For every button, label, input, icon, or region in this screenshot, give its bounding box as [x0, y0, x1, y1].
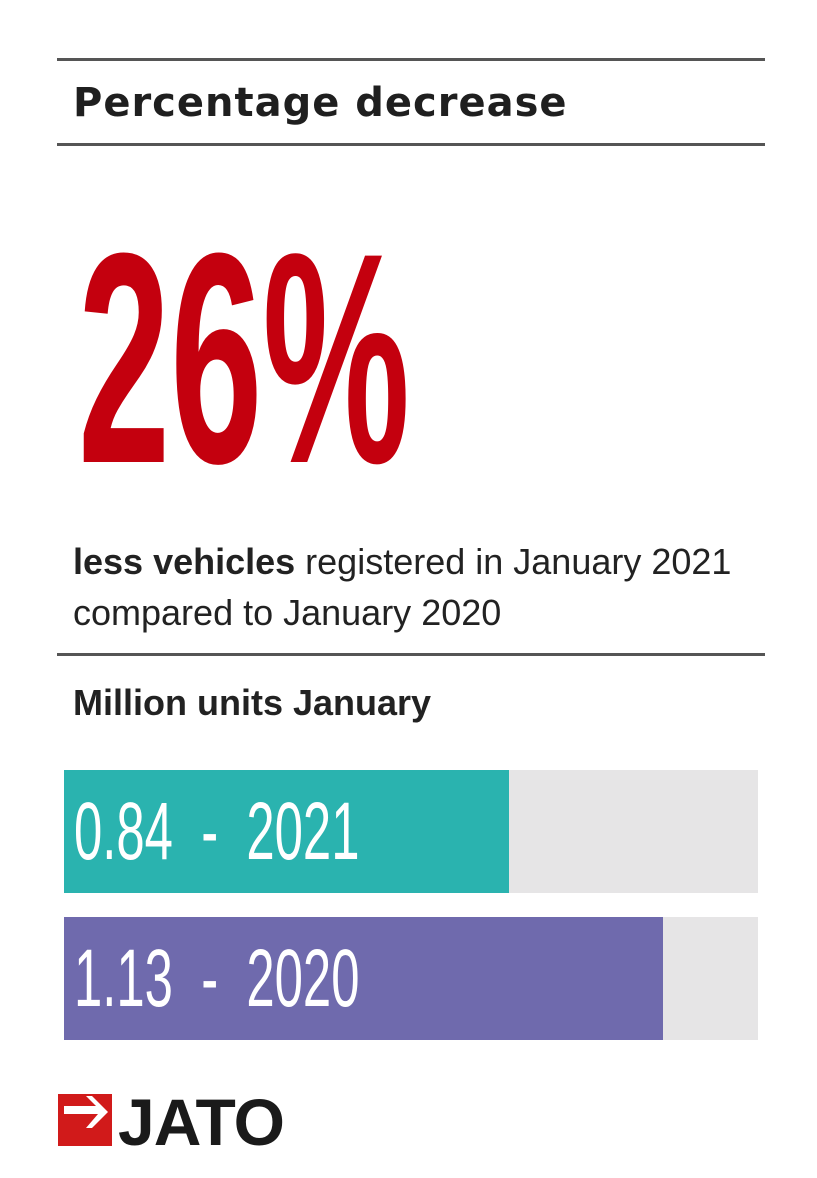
jato-logo-icon [58, 1094, 112, 1146]
stat-description: less vehicles registered in January 2021… [73, 536, 773, 638]
bar-track-2020: 1.13 - 2020 [64, 917, 758, 1040]
chart-title: Million units January [73, 682, 432, 723]
top-rule [57, 58, 765, 61]
bar-label-2020: 1.13 - 2020 [74, 933, 360, 1024]
bar-2020 [64, 917, 663, 1040]
description-bold: less vehicles [73, 541, 296, 582]
heading-rule [57, 143, 765, 146]
bar-label-2021: 0.84 - 2021 [74, 786, 360, 877]
description-rest: registered in January 2021 compared to J… [73, 541, 732, 633]
logo-text: JATO [118, 1085, 285, 1159]
bar-2021 [64, 770, 509, 893]
big-stat-value: 26% [78, 190, 410, 468]
big-stat: 26% [78, 190, 410, 468]
bar-track-2021: 0.84 - 2021 [64, 770, 758, 893]
logo-mark-square [58, 1094, 112, 1146]
description-rule [57, 653, 765, 656]
logo-mark-arrow [64, 1096, 108, 1128]
page-title: Percentage decrease [73, 80, 568, 126]
